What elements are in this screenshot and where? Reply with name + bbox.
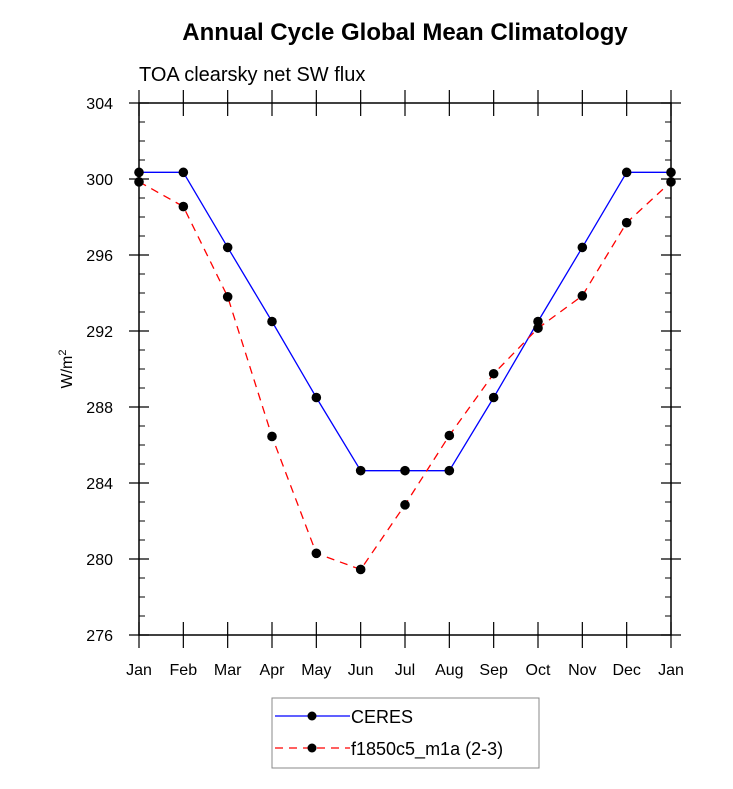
data-point-ceres xyxy=(178,167,189,178)
data-point-model xyxy=(267,431,277,442)
data-point-ceres xyxy=(355,465,366,476)
series-markers xyxy=(134,167,676,575)
y-tick-label: 280 xyxy=(86,552,113,569)
data-point-ceres xyxy=(400,465,410,476)
x-tick-label: Nov xyxy=(568,662,596,679)
legend-box xyxy=(271,697,540,769)
x-tick-labels: Jan Feb Mar Apr May Jun Jul Aug Sep Oct Nov Dec Jan xyxy=(126,662,684,679)
y-tick-label: 276 xyxy=(86,628,113,645)
data-point-model xyxy=(533,323,543,333)
x-tick-label: Jul xyxy=(395,662,415,679)
series-lines xyxy=(138,171,672,571)
legend-label-model: f1850c5_m1a (2-3) xyxy=(351,739,503,760)
legend-marker-model xyxy=(307,743,317,753)
x-tick-label: Sep xyxy=(479,662,508,679)
x-tick-label: Feb xyxy=(170,662,198,679)
data-point-model xyxy=(178,201,189,212)
legend-marker-ceres xyxy=(307,711,317,721)
legend-label-ceres: CERES xyxy=(351,707,413,727)
y-tick-label: 292 xyxy=(86,324,113,341)
data-point-ceres xyxy=(621,167,632,178)
y-tick-label: 304 xyxy=(86,96,113,113)
data-point-model xyxy=(444,430,455,441)
x-tick-label: Jan xyxy=(126,662,152,679)
series-line-model xyxy=(138,181,672,571)
data-point-model xyxy=(621,217,632,228)
x-tick-label: Aug xyxy=(435,662,463,679)
y-tick-label: 300 xyxy=(86,172,113,189)
x-tick-label: Mar xyxy=(214,662,242,679)
y-tick-label: 288 xyxy=(86,400,113,417)
chart-title: Annual Cycle Global Mean Climatology xyxy=(182,19,628,46)
y-tick-label: 296 xyxy=(86,248,113,265)
data-point-model xyxy=(222,292,233,302)
data-point-ceres xyxy=(444,465,455,476)
plot-frame xyxy=(138,102,672,636)
data-point-model xyxy=(488,368,499,379)
axis-ticks xyxy=(129,90,681,648)
data-point-ceres xyxy=(577,242,588,253)
data-point-ceres xyxy=(533,316,543,327)
legend: CERES f1850c5_m1a (2-3) xyxy=(271,697,540,769)
x-tick-label: May xyxy=(301,662,331,679)
data-point-ceres xyxy=(488,392,499,403)
x-tick-label: Oct xyxy=(526,662,551,679)
y-tick-label: 284 xyxy=(86,476,113,493)
x-tick-label: Dec xyxy=(612,662,640,679)
data-point-model xyxy=(311,548,322,559)
data-point-ceres xyxy=(222,242,233,253)
series-line-ceres xyxy=(139,171,671,472)
data-point-ceres xyxy=(267,316,277,327)
x-tick-label: Apr xyxy=(260,662,286,679)
y-tick-labels: 276 280 284 288 292 296 300 304 xyxy=(86,96,113,645)
data-point-model xyxy=(400,500,410,510)
y-axis-label-superscript: 2 xyxy=(57,350,69,356)
data-point-model xyxy=(355,564,366,575)
data-point-ceres xyxy=(311,392,322,403)
data-point-model xyxy=(577,291,588,301)
chart-subtitle: TOA clearsky net SW flux xyxy=(139,64,365,86)
x-tick-label: Jan xyxy=(658,662,684,679)
y-axis-label-text: W/m xyxy=(59,356,76,389)
svg-text:W/m2: W/m2 xyxy=(57,350,76,389)
y-axis-label: W/m2 xyxy=(57,350,76,389)
x-tick-label: Jun xyxy=(348,662,374,679)
